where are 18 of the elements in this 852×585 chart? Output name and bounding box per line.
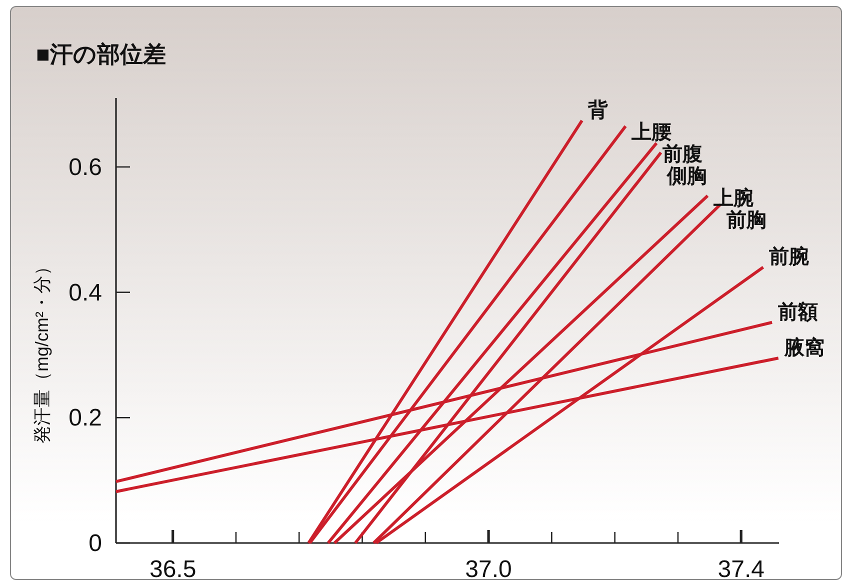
series-label: 前額 <box>777 300 818 324</box>
series-label: 上腕 <box>712 186 754 210</box>
series-label: 前胸 <box>725 210 766 232</box>
y-tick-label: 0.2 <box>68 404 102 432</box>
series-label: 上腰 <box>630 122 672 144</box>
series-label: 側胸 <box>666 166 707 188</box>
y-tick-label: 0.6 <box>68 154 102 181</box>
series-label: 背 <box>586 98 609 122</box>
x-tick-label: 36.5 <box>149 556 196 583</box>
y-tick-label: 0 <box>88 530 102 557</box>
y-axis-title: 発汗量（mg/cm²・分） <box>32 258 52 444</box>
y-tick-label: 0.4 <box>68 279 102 306</box>
series-label: 前腕 <box>768 245 810 268</box>
x-tick-label: 37.4 <box>718 556 764 583</box>
chart-title: ■汗の部位差 <box>36 41 166 67</box>
series-label: 腋窩 <box>783 336 824 360</box>
x-tick-label: 37.0 <box>465 556 512 583</box>
series-label: 前腹 <box>662 144 703 166</box>
